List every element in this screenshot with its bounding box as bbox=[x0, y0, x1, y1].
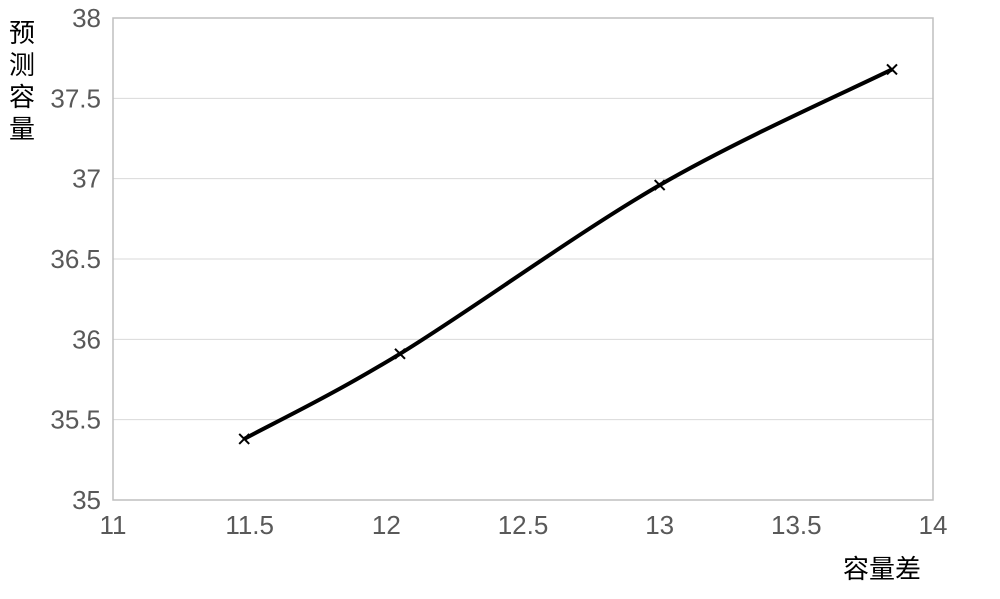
x-tick-label: 12.5 bbox=[498, 510, 549, 540]
y-axis-label: 量 bbox=[9, 114, 35, 144]
x-tick-label: 13 bbox=[645, 510, 674, 540]
x-tick-label: 11.5 bbox=[225, 510, 274, 540]
y-tick-label: 36 bbox=[72, 324, 101, 354]
y-tick-label: 35.5 bbox=[50, 405, 101, 435]
y-tick-label: 37.5 bbox=[50, 83, 101, 113]
x-tick-label: 12 bbox=[372, 510, 401, 540]
y-axis-label: 测 bbox=[9, 50, 35, 80]
y-tick-label: 35 bbox=[72, 485, 101, 515]
line-chart: 11 11.5 12 12.5 13 13.5 14 35 35.5 36 36.5 37 37.5 38… bbox=[0, 0, 1000, 599]
data-line bbox=[244, 69, 892, 439]
x-tick-label: 14 bbox=[919, 510, 948, 540]
chart-container: 11 11.5 12 12.5 13 13.5 14 35 35.5 36 36.5 37 37.5 38… bbox=[0, 0, 1000, 599]
x-tick-label: 11 bbox=[100, 510, 127, 540]
y-tick-label: 36.5 bbox=[50, 244, 101, 274]
y-axis-label: 容 bbox=[9, 82, 35, 112]
y-axis-label: 预 bbox=[9, 18, 35, 48]
y-tick-label: 37 bbox=[72, 164, 101, 194]
x-axis-label: 容量差 bbox=[843, 554, 921, 584]
y-tick-label: 38 bbox=[72, 3, 101, 33]
x-tick-label: 13.5 bbox=[771, 510, 822, 540]
